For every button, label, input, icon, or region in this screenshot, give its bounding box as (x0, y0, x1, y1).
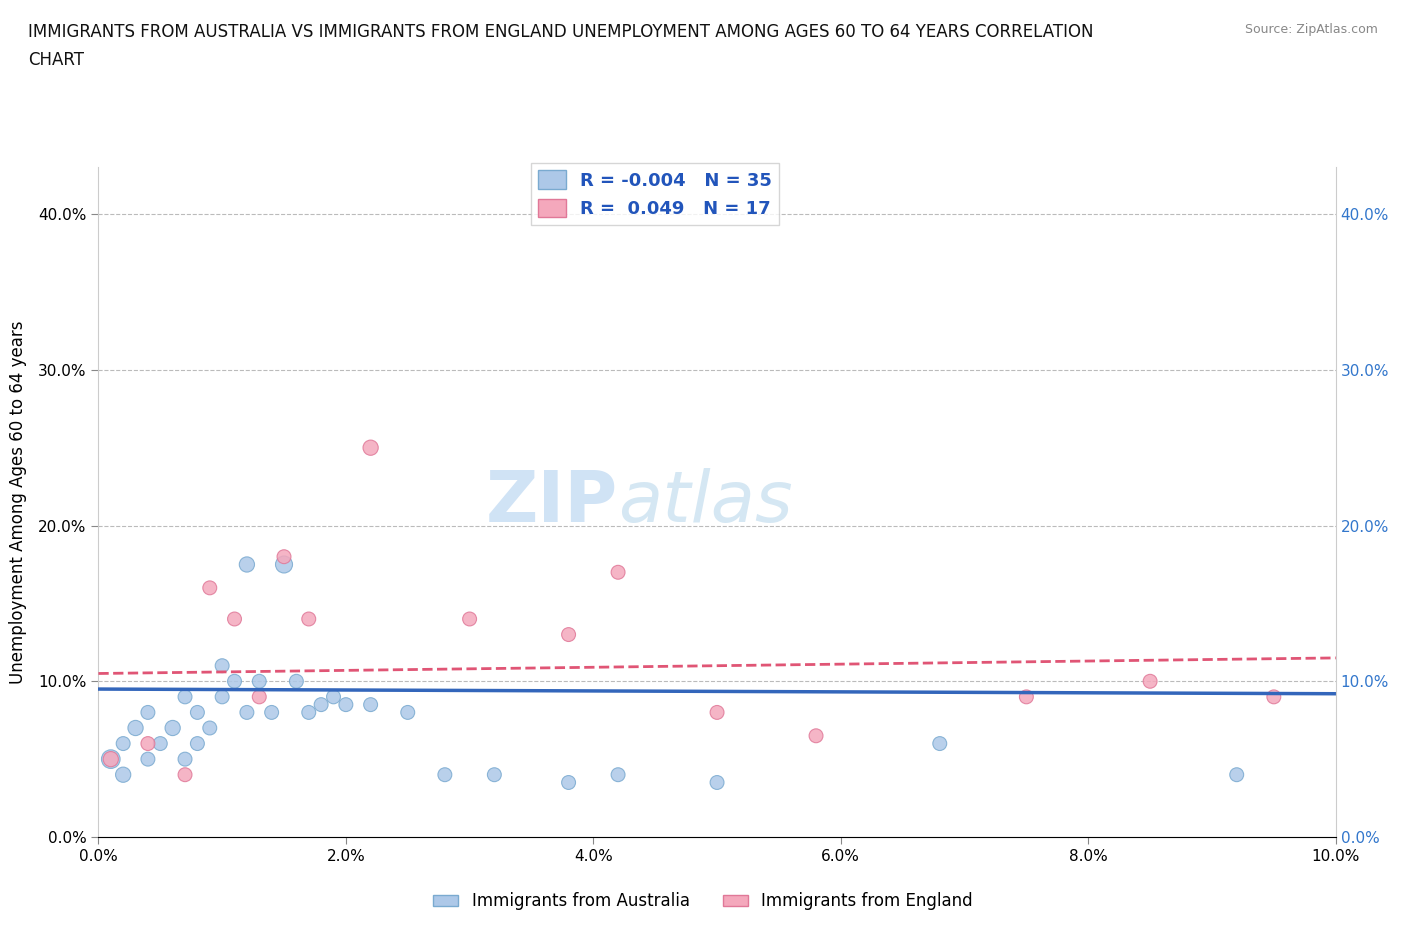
Point (211, 689, 233, 704)
Point (198, 721, 221, 736)
Point (335, 698, 357, 712)
Text: Source: ZipAtlas.com: Source: ZipAtlas.com (1244, 23, 1378, 36)
Point (136, 751, 159, 766)
Point (360, 698, 382, 712)
Point (433, 767, 456, 782)
Point (260, 705, 283, 720)
Point (236, 705, 259, 720)
Point (804, 728, 827, 743)
Point (273, 550, 295, 565)
Point (100, 751, 122, 766)
Point (360, 440, 382, 455)
Point (149, 737, 172, 751)
Point (162, 721, 184, 736)
Point (174, 767, 197, 782)
Point (322, 689, 344, 704)
Point (247, 674, 270, 689)
Y-axis label: Unemployment Among Ages 60 to 64 years: Unemployment Among Ages 60 to 64 years (8, 321, 27, 684)
Point (1139, 674, 1161, 689)
Point (211, 658, 233, 673)
Point (236, 557, 259, 572)
Text: CHART: CHART (28, 51, 84, 69)
Point (198, 580, 221, 595)
Point (928, 737, 950, 751)
Point (247, 689, 270, 704)
Point (607, 767, 630, 782)
Point (224, 612, 246, 627)
Point (706, 775, 728, 790)
Point (124, 721, 146, 736)
Point (136, 737, 159, 751)
Point (458, 612, 481, 627)
Point (1226, 767, 1249, 782)
Point (484, 767, 506, 782)
Point (298, 705, 321, 720)
Point (706, 705, 728, 720)
Point (174, 689, 197, 704)
Legend: Immigrants from Australia, Immigrants from England: Immigrants from Australia, Immigrants fr… (426, 885, 980, 917)
Point (309, 698, 332, 712)
Text: IMMIGRANTS FROM AUSTRALIA VS IMMIGRANTS FROM ENGLAND UNEMPLOYMENT AMONG AGES 60 : IMMIGRANTS FROM AUSTRALIA VS IMMIGRANTS … (28, 23, 1094, 41)
Point (285, 674, 308, 689)
Point (100, 751, 122, 766)
Point (186, 737, 208, 751)
Point (174, 751, 197, 766)
Point (557, 775, 579, 790)
Point (224, 674, 246, 689)
Point (298, 612, 321, 627)
Point (273, 557, 295, 572)
Text: ZIP: ZIP (486, 468, 619, 537)
Legend: R = -0.004   N = 35, R =  0.049   N = 17: R = -0.004 N = 35, R = 0.049 N = 17 (531, 163, 779, 225)
Text: atlas: atlas (619, 468, 793, 537)
Point (136, 705, 159, 720)
Point (607, 565, 630, 579)
Point (112, 767, 135, 782)
Point (186, 705, 208, 720)
Point (1015, 689, 1038, 704)
Point (557, 627, 579, 642)
Point (396, 705, 419, 720)
Point (1263, 689, 1285, 704)
Point (112, 737, 135, 751)
